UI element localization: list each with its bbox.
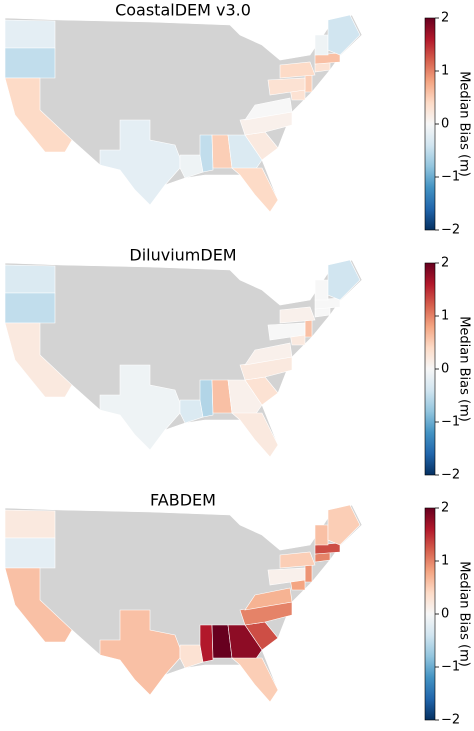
- region: [304, 564, 313, 583]
- region: [314, 279, 329, 301]
- colorbar-label: Median Bias (m): [457, 71, 472, 177]
- region: [279, 61, 316, 79]
- colorbar-tick-label: 0: [441, 607, 449, 622]
- region: [231, 412, 279, 458]
- region: [314, 52, 341, 65]
- land: [4, 504, 363, 703]
- colorbar-tick-label: 1: [441, 554, 449, 569]
- colorbar-tick-label: −1: [441, 415, 460, 430]
- region: [267, 567, 306, 586]
- colorbar-tick-label: −1: [441, 170, 460, 185]
- panel-title: DiluviumDEM: [129, 246, 236, 265]
- region: [4, 264, 56, 294]
- region: [4, 567, 73, 643]
- region: [227, 624, 263, 661]
- region: [314, 542, 341, 555]
- colorbar-tick-label: 0: [441, 362, 449, 377]
- colorbar-tick-label: −1: [441, 660, 460, 675]
- panel: CoastalDEM v3.0 2 1 0 −1 −2 Median Bias (m): [4, 1, 472, 238]
- colorbar-tick-label: −2: [441, 713, 460, 728]
- colorbar-tick-label: 0: [441, 117, 449, 132]
- region: [314, 297, 341, 310]
- region: [279, 306, 316, 324]
- region: [244, 587, 293, 611]
- colorbar-tick-label: 2: [441, 501, 449, 516]
- colorbar-label: Median Bias (m): [457, 561, 472, 667]
- colorbar: [424, 262, 436, 476]
- colorbar: [424, 17, 436, 231]
- region: [4, 19, 56, 49]
- colorbar-tick-label: 2: [441, 256, 449, 271]
- region: [179, 399, 204, 424]
- land: [4, 14, 363, 213]
- panel-title: CoastalDEM v3.0: [115, 1, 251, 20]
- region: [314, 34, 329, 56]
- colorbar-tick-label: 1: [441, 309, 449, 324]
- region: [267, 77, 306, 96]
- region: [227, 134, 263, 171]
- region: [99, 119, 181, 206]
- colorbar: [424, 507, 436, 721]
- region: [4, 77, 73, 153]
- region: [279, 551, 316, 569]
- colorbar-tick-label: −2: [441, 223, 460, 238]
- region: [179, 154, 204, 179]
- region: [327, 504, 361, 546]
- land: [4, 259, 363, 458]
- region: [4, 292, 56, 324]
- panel: FABDEM 2 1 0 −1 −2 Median Bias (m): [4, 491, 472, 728]
- region: [227, 379, 263, 416]
- region: [199, 379, 214, 418]
- region: [304, 319, 313, 338]
- region: [267, 322, 306, 341]
- region: [327, 259, 361, 301]
- region: [179, 644, 204, 669]
- colorbar-tick-label: 2: [441, 11, 449, 26]
- panel: DiluviumDEM 2 1 0 −1 −2 Median Bias (m): [4, 246, 472, 483]
- colorbar-tick-label: −2: [441, 468, 460, 483]
- region: [199, 134, 214, 173]
- region: [244, 97, 293, 121]
- region: [199, 624, 214, 663]
- region: [99, 364, 181, 451]
- region: [4, 47, 56, 79]
- panel-title: FABDEM: [150, 491, 216, 510]
- region: [4, 537, 56, 569]
- region: [99, 609, 181, 696]
- colorbar-label: Median Bias (m): [457, 316, 472, 422]
- region: [304, 74, 313, 93]
- colorbar-tick-label: 1: [441, 64, 449, 79]
- region: [314, 524, 329, 546]
- region: [4, 509, 56, 539]
- region: [231, 167, 279, 213]
- region: [4, 322, 73, 398]
- region: [327, 14, 361, 56]
- region: [244, 342, 293, 366]
- region: [231, 657, 279, 703]
